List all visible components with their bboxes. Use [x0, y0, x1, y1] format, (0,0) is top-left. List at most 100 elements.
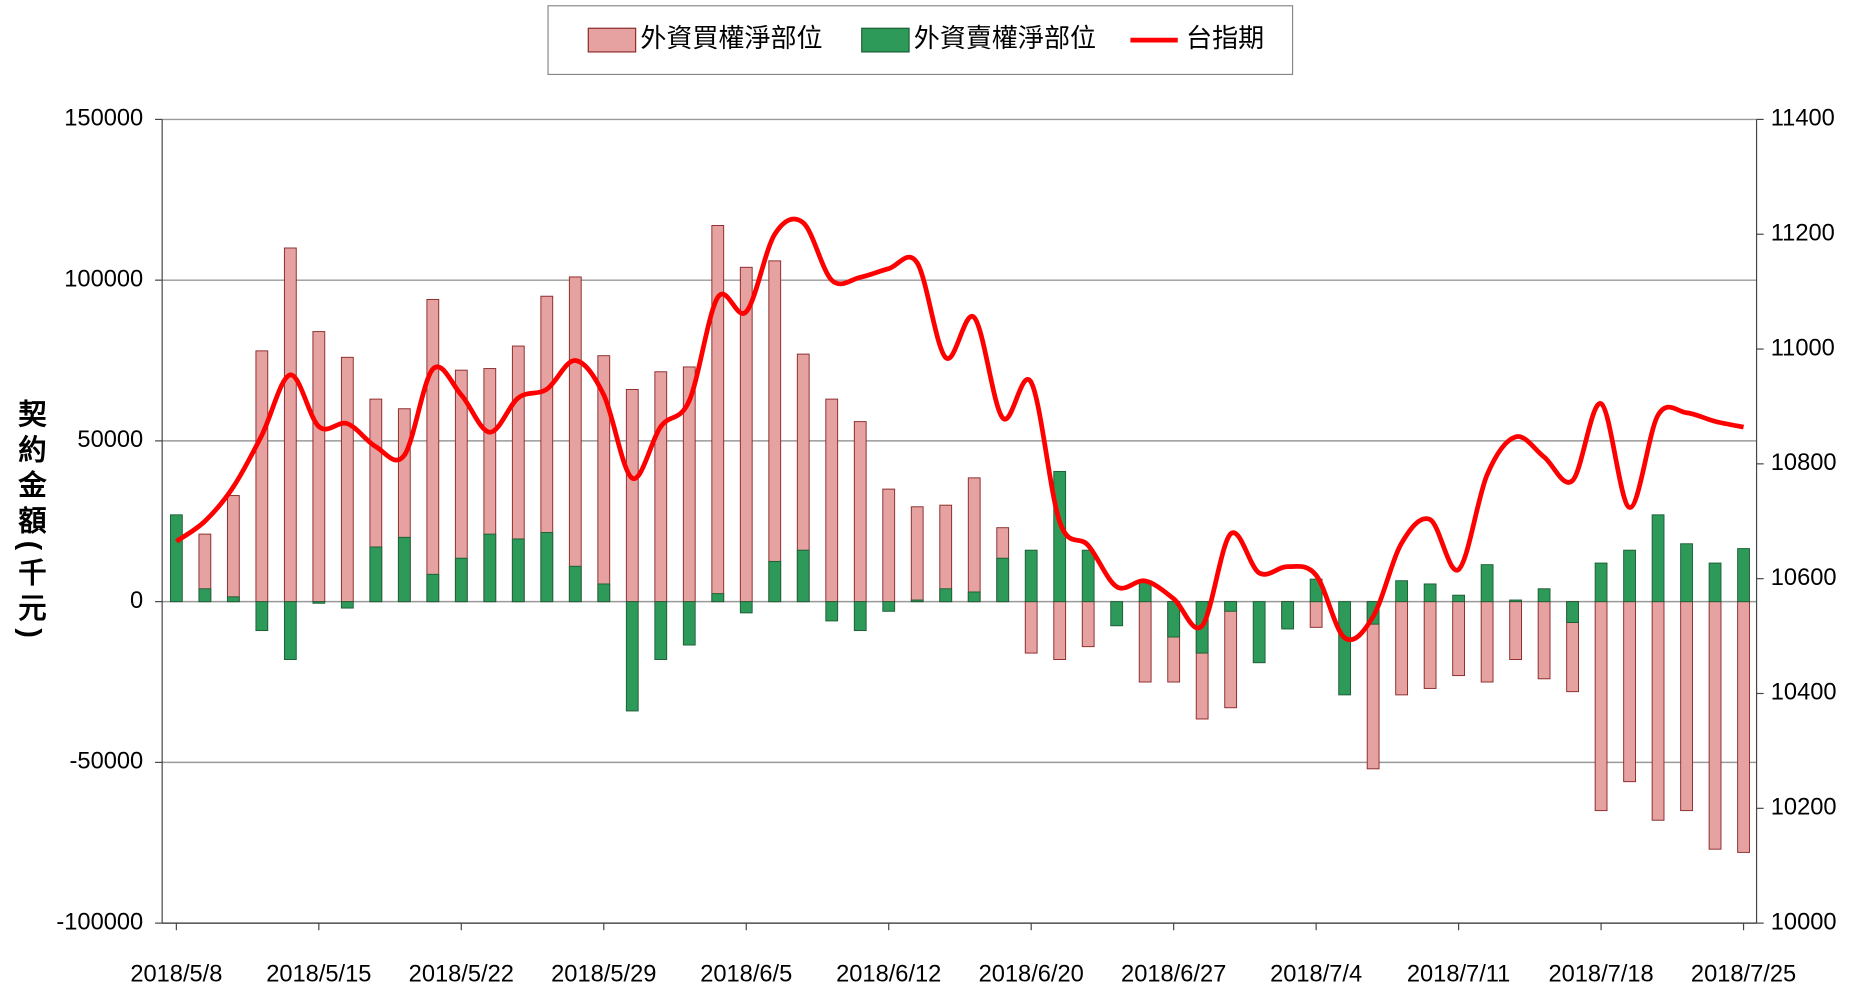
y2-tick-label: 10400	[1771, 680, 1837, 706]
x-tick-label: 2018/7/18	[1548, 961, 1653, 987]
x-tick-label: 2018/7/25	[1691, 961, 1796, 987]
bar	[882, 488, 896, 603]
bar	[1509, 601, 1522, 660]
bar	[283, 601, 297, 660]
bar	[910, 599, 924, 603]
bar	[1110, 601, 1124, 627]
legend-label: 外資賣權淨部位	[914, 23, 1096, 53]
bar	[939, 588, 953, 603]
bar	[1480, 564, 1494, 603]
legend-label: 外資買權淨部位	[640, 23, 822, 53]
bar	[1309, 601, 1323, 628]
bar	[1452, 601, 1466, 677]
x-tick-label: 2018/6/5	[700, 961, 792, 987]
bar	[597, 583, 611, 603]
x-tick-label: 2018/6/20	[979, 961, 1084, 987]
bar	[540, 532, 554, 603]
bar	[1537, 588, 1551, 603]
y2-tick-label: 11000	[1771, 335, 1835, 361]
bar	[853, 421, 867, 603]
y2-tick-label: 11200	[1771, 220, 1835, 246]
bar	[967, 591, 981, 603]
bar	[1138, 601, 1152, 683]
x-tick-label: 2018/7/4	[1270, 961, 1362, 987]
bar	[1024, 549, 1038, 603]
bar	[654, 601, 668, 660]
bar	[312, 601, 326, 604]
line	[175, 216, 1745, 642]
bar	[1081, 549, 1095, 603]
bar	[1053, 601, 1067, 660]
bar	[340, 601, 354, 609]
bar	[1737, 548, 1750, 603]
bar	[796, 549, 810, 603]
bar	[1452, 594, 1466, 603]
bar	[825, 398, 839, 603]
bar	[226, 495, 240, 603]
bar	[1423, 601, 1437, 689]
x-tick-label: 2018/6/27	[1121, 961, 1226, 987]
x-tick-label: 2018/5/8	[130, 961, 222, 987]
y-tick-label: 150000	[64, 106, 143, 132]
y2-tick-label: 10800	[1771, 450, 1837, 476]
bar	[1623, 549, 1636, 603]
bar	[1224, 601, 1238, 612]
bar	[739, 266, 753, 603]
x-tick-label: 2018/6/12	[836, 961, 941, 987]
bar	[939, 504, 953, 603]
legend-swatch	[587, 27, 637, 53]
bar	[625, 388, 639, 603]
bar	[483, 533, 497, 603]
bar	[910, 506, 924, 603]
x-tick-label: 2018/7/11	[1407, 961, 1510, 987]
bar	[739, 601, 753, 614]
y2-tick-label: 10000	[1771, 909, 1837, 935]
bar	[1680, 543, 1693, 603]
bar	[1224, 601, 1238, 709]
bar	[198, 588, 212, 603]
bar	[255, 350, 269, 603]
bar	[1423, 583, 1437, 603]
bar	[511, 538, 525, 603]
bar	[426, 298, 440, 603]
bar	[967, 477, 981, 603]
bar	[1623, 601, 1636, 783]
bar	[169, 514, 183, 603]
bar	[568, 276, 582, 603]
bar	[1395, 580, 1409, 603]
bar	[454, 557, 468, 603]
bar	[1480, 601, 1494, 683]
bar	[1053, 470, 1067, 603]
y-tick-label: -100000	[56, 909, 143, 935]
legend-swatch	[861, 27, 910, 53]
legend-label: 台指期	[1186, 23, 1264, 53]
bar	[426, 573, 440, 603]
bar	[1338, 601, 1352, 696]
y-axis-label: 契約金額(千元)	[14, 399, 47, 645]
bar	[369, 546, 383, 603]
bar	[825, 601, 839, 622]
y2-tick-label: 10600	[1771, 565, 1837, 591]
y-tick-label: 100000	[64, 266, 143, 292]
bar	[1680, 601, 1693, 812]
bar	[711, 593, 725, 603]
bar	[1252, 601, 1266, 664]
bar	[1708, 562, 1722, 603]
bar	[768, 260, 782, 603]
y-tick-label: -50000	[70, 749, 144, 775]
bar	[1537, 601, 1551, 680]
bar	[682, 601, 696, 646]
bar	[1509, 599, 1522, 603]
bar	[1651, 601, 1665, 821]
bar	[711, 225, 725, 603]
bar	[1594, 562, 1608, 603]
y2-tick-label: 10200	[1771, 795, 1837, 821]
bar	[1594, 601, 1608, 812]
bar	[882, 601, 896, 612]
y-tick-label: 50000	[77, 427, 143, 453]
x-tick-label: 2018/5/22	[409, 961, 514, 987]
y2-tick-label: 11400	[1771, 106, 1835, 132]
bar	[1737, 601, 1750, 853]
bar	[654, 371, 668, 603]
